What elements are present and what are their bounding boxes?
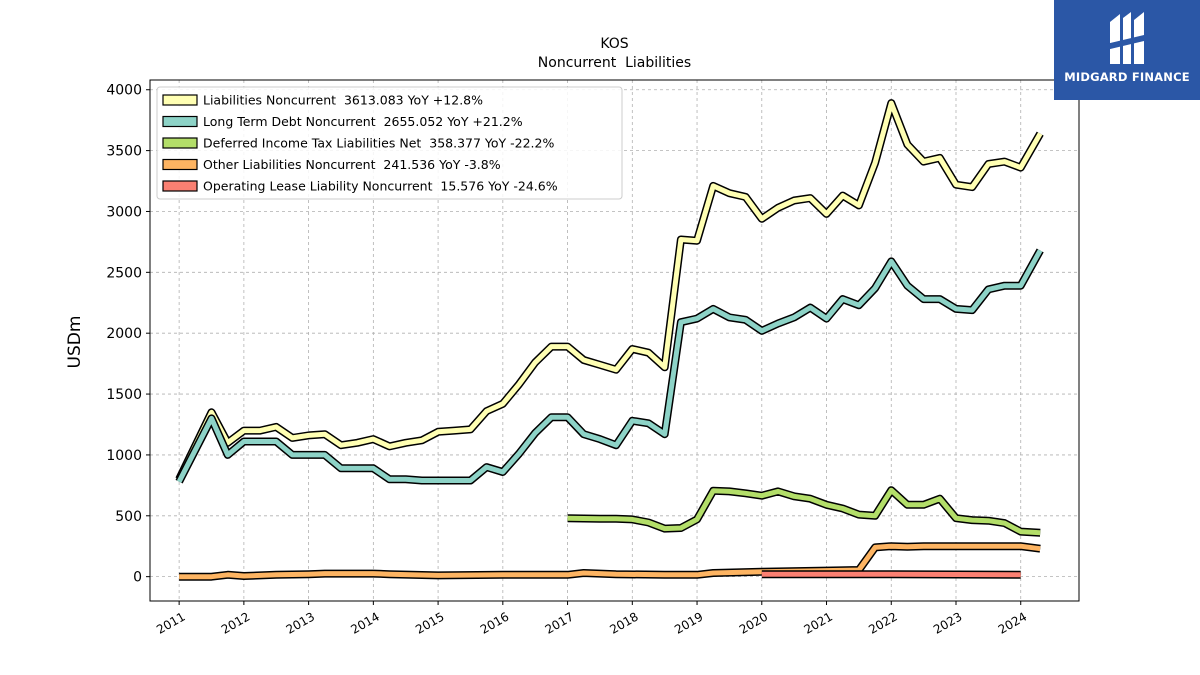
midgard-logo-icon (1106, 12, 1148, 64)
x-ticks: 2011 2012 2013 2014 2015 2016 2017 2018 2019 2020… (154, 601, 1029, 637)
x-tick-label: 2018 (607, 609, 640, 636)
legend-swatch-2 (162, 115, 198, 128)
x-tick-label: 2017 (543, 609, 576, 636)
legend-swatch-1 (162, 94, 198, 106)
series-line-4 (179, 543, 1041, 580)
y-tick-label: 500 (115, 509, 142, 525)
x-tick-label: 2022 (866, 609, 899, 636)
legend-box (156, 86, 623, 200)
legend-label-1: Liabilities Noncurrent 3613.083 YoY +12.… (203, 93, 483, 108)
legend-swatch-3 (162, 137, 198, 149)
chart-subtitle: Noncurrent Liabilities (538, 55, 691, 71)
legend-label-2: Long Term Debt Noncurrent 2655.052 YoY +… (203, 114, 523, 129)
y-tick-label: 1500 (106, 387, 142, 403)
legend-swatch-5 (162, 180, 198, 192)
y-tick-label: 0 (133, 570, 142, 586)
legend-label-4: Other Liabilities Noncurrent 241.536 YoY… (203, 157, 501, 172)
plot-frame (149, 79, 1080, 602)
legend-label-5: Operating Lease Liability Noncurrent 15.… (203, 179, 558, 194)
x-tick-label: 2014 (348, 609, 381, 636)
series-line-2 (176, 249, 1043, 483)
x-tick-label: 2012 (219, 609, 252, 636)
brand-logo: MIDGARD FINANCE (1054, 0, 1200, 100)
y-tick-label: 3000 (106, 204, 142, 220)
y-tick-label: 1000 (106, 448, 142, 464)
series-layer (175, 99, 1044, 581)
x-tick-label: 2024 (996, 609, 1029, 636)
x-tick-label: 2013 (284, 609, 317, 636)
legend-label-3: Deferred Income Tax Liabilities Net 358.… (203, 136, 554, 151)
y-tick-label: 2500 (106, 265, 142, 281)
x-tick-label: 2019 (672, 609, 705, 636)
y-tick-label: 3500 (106, 144, 142, 160)
series-line-5 (761, 571, 1021, 578)
legend: Liabilities Noncurrent 3613.083 YoY +12.… (156, 86, 623, 200)
x-tick-label: 2015 (413, 609, 446, 636)
x-tick-label: 2011 (154, 609, 187, 636)
brand-name: MIDGARD FINANCE (1064, 70, 1190, 84)
y-tick-label: 4000 (106, 83, 142, 99)
y-axis-label: USDm (65, 316, 85, 369)
x-tick-label: 2020 (737, 609, 770, 636)
x-tick-label: 2021 (802, 609, 835, 636)
y-tick-label: 2000 (106, 326, 142, 342)
x-tick-label: 2023 (931, 609, 964, 636)
chart-title: KOS (600, 36, 628, 52)
series-line-1 (176, 100, 1043, 481)
series-line-3 (567, 487, 1041, 536)
x-tick-label: 2016 (478, 609, 511, 636)
y-ticks: 0 500 1000 1500 2000 2500 3000 3500 4000 (106, 83, 150, 586)
legend-swatch-4 (162, 158, 198, 171)
